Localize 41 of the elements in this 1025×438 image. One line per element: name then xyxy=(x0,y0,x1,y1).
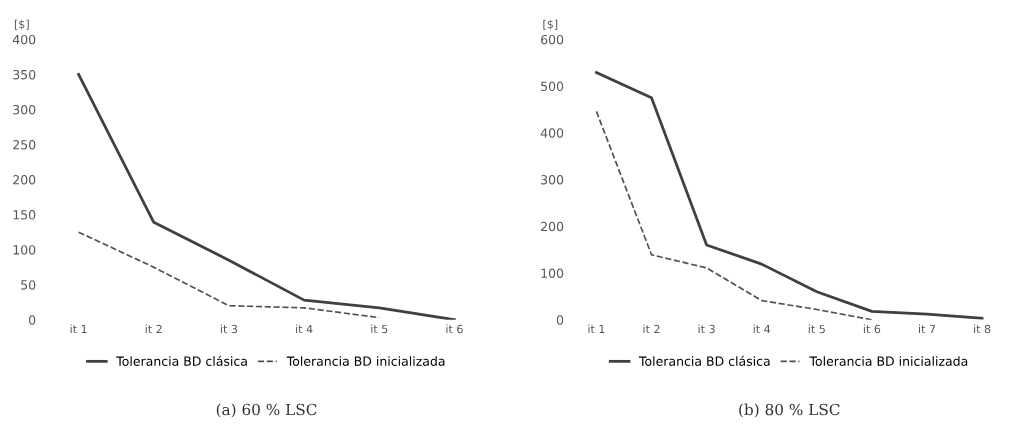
x-tick-label: it 4 xyxy=(753,324,771,334)
line-series xyxy=(595,71,984,320)
x-tick-label: it 3 xyxy=(220,324,238,334)
y-tick-label: 250 xyxy=(13,140,36,150)
y-tick-label: 50 xyxy=(21,280,36,290)
y-axis-title: [$] xyxy=(14,19,29,30)
text: (a) 60 % LSC xyxy=(216,403,317,418)
legend-label: Tolerancia BD inicializada xyxy=(809,356,968,366)
y-tick-label: 300 xyxy=(13,104,36,115)
x-tick-label: it 8 xyxy=(974,324,991,334)
x-tick-label: it 6 xyxy=(446,324,463,334)
y-tick-label: 600 xyxy=(541,34,564,45)
y-tick-label: 350 xyxy=(13,69,36,80)
x-tick-label: it 2 xyxy=(145,324,162,334)
y-tick-label: 200 xyxy=(541,221,564,232)
line-series xyxy=(595,110,873,320)
y-tick-label: 200 xyxy=(13,175,36,185)
x-tick-label: it 7 xyxy=(919,324,936,334)
legend-label: Tolerancia BD clásica xyxy=(638,355,770,366)
y-tick-label: 400 xyxy=(540,128,564,138)
y-tick-label: 100 xyxy=(541,268,564,278)
y-tick-label: 300 xyxy=(541,175,564,185)
y-axis-title: [$] xyxy=(543,19,558,30)
x-tick-label: it 5 xyxy=(371,324,388,334)
line-series xyxy=(77,73,456,320)
y-tick-label: 150 xyxy=(13,210,36,220)
x-tick-label: it 6 xyxy=(863,324,881,334)
x-tick-label: it 1 xyxy=(588,324,605,334)
legend-label: Tolerancia BD inicializada xyxy=(286,356,445,366)
x-tick-label: it 2 xyxy=(643,324,660,334)
x-tick-label: it 3 xyxy=(698,324,715,334)
y-tick-label: 500 xyxy=(541,81,564,92)
x-tick-label: it 1 xyxy=(70,324,87,334)
y-tick-label: 400 xyxy=(12,34,36,45)
y-tick-label: 100 xyxy=(13,245,36,255)
x-tick-label: it 5 xyxy=(808,324,825,334)
x-tick-label: it 4 xyxy=(296,324,313,334)
text: (b) 80 % LSC xyxy=(739,403,840,418)
legend-label: Tolerancia BD clásica xyxy=(116,355,247,366)
y-tick-label: 0 xyxy=(29,315,36,325)
y-tick-label: 0 xyxy=(556,315,564,325)
